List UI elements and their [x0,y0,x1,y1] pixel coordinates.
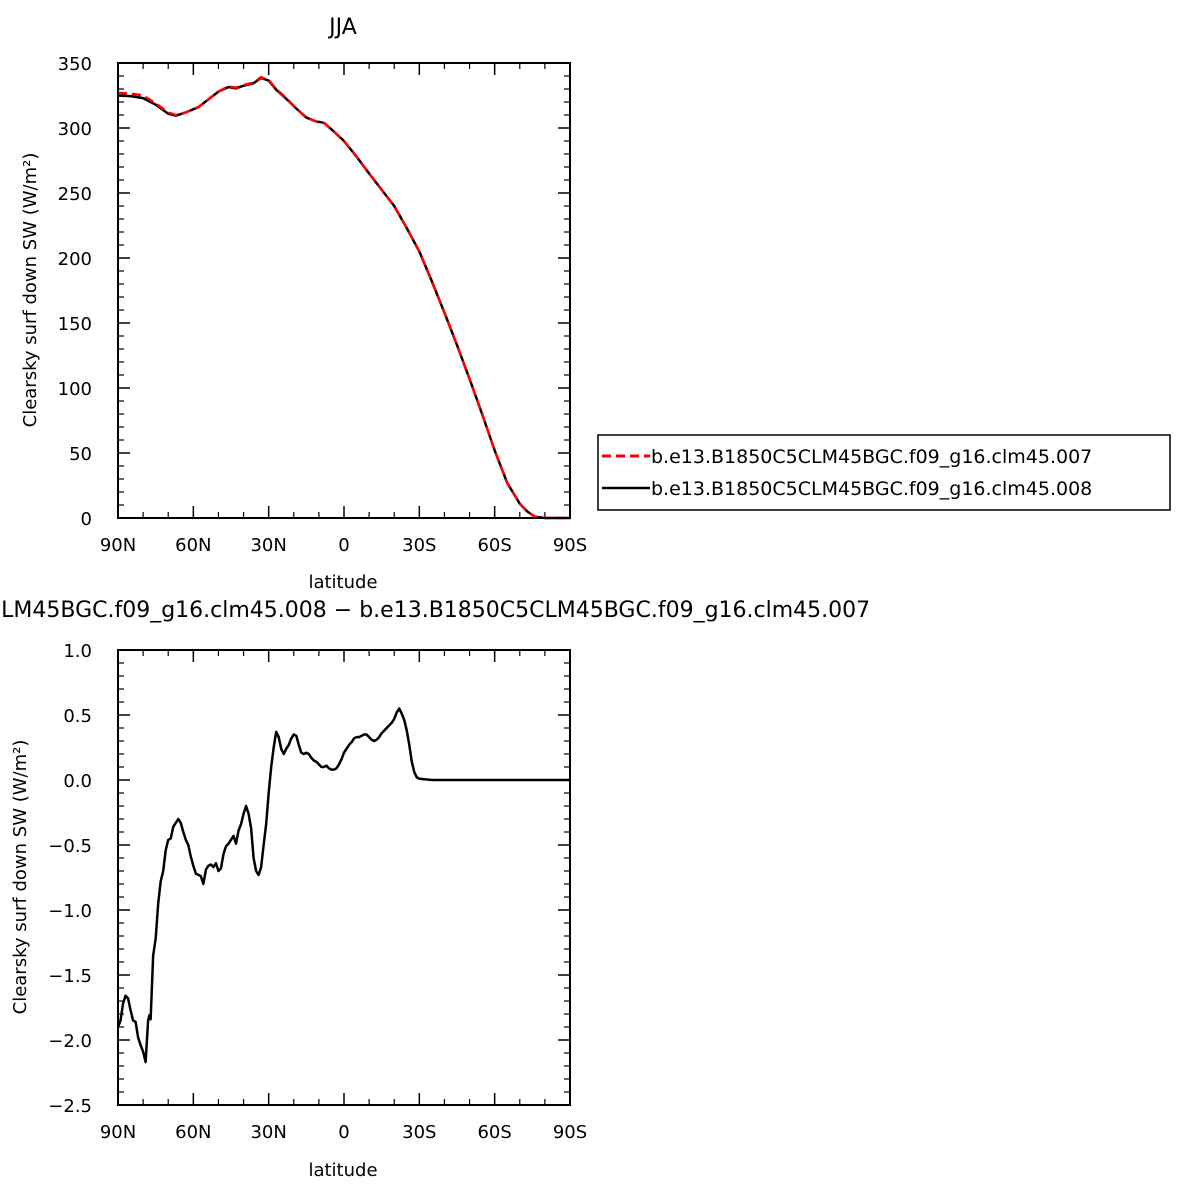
top-x-tick-label: 0 [338,535,349,556]
top-plot-lines [117,76,570,520]
top-x-tick-label: 30S [402,535,436,556]
top-series-line-1 [117,76,570,520]
top-x-tick-label: 60S [477,535,511,556]
legend: b.e13.B1850C5CLM45BGC.f09_g16.clm45.007 … [597,434,1171,511]
bottom-plot-lines [116,707,570,1064]
bottom-series-line-0 [116,707,570,1064]
top-x-tick-label: 60N [175,535,211,556]
top-axes: 90N 60N 30N 0 30S 60S 90S 0 50 100 150 200 250 300 350 [58,54,588,556]
legend-box [597,434,1171,511]
bottom-y-tick-label: −2.5 [48,1096,92,1117]
bottom-x-tick-label: 30N [250,1122,286,1143]
bottom-y-tick-label: −2.0 [48,1031,92,1052]
bottom-x-tick-label: 90S [553,1122,587,1143]
legend-label-008: b.e13.B1850C5CLM45BGC.f09_g16.clm45.008 [651,478,1092,500]
top-x-tick-label: 30N [250,535,286,556]
bottom-chart-title: b.e13.B1850C5CLM45BGC.f09_g16.clm45.008 … [0,598,870,623]
bottom-x-tick-label: 0 [338,1122,349,1143]
top-x-tick-label: 90N [100,535,136,556]
top-chart-title: JJA [327,15,357,40]
top-x-axis-label: latitude [308,572,377,593]
top-y-tick-label: 100 [58,379,92,400]
top-panel: JJA 90N 60N 30N 0 30S 60S 90S 0 50 100 150 200 250 30… [20,15,587,593]
top-y-axis-label: Clearsky surf down SW (W/m²) [20,153,41,428]
top-y-tick-label: 150 [58,314,92,335]
bottom-plot-frame [117,649,571,1106]
top-plot-frame [117,62,571,519]
top-y-tick-label: 250 [58,184,92,205]
top-y-tick-label: 350 [58,54,92,75]
bottom-y-tick-label: 1.0 [63,641,92,662]
bottom-x-axis-label: latitude [308,1160,377,1181]
bottom-y-tick-label: 0.0 [63,771,92,792]
bottom-y-tick-label: −1.5 [48,966,92,987]
bottom-x-tick-label: 90N [100,1122,136,1143]
bottom-x-tick-label: 60S [477,1122,511,1143]
top-y-tick-label: 300 [58,119,92,140]
bottom-x-tick-label: 30S [402,1122,436,1143]
bottom-y-tick-label: −1.0 [48,901,92,922]
top-x-tick-label: 90S [553,535,587,556]
top-y-tick-label: 0 [81,509,92,530]
bottom-x-tick-label: 60N [175,1122,211,1143]
top-y-tick-label: 50 [69,444,92,465]
bottom-y-tick-label: −0.5 [48,836,92,857]
bottom-y-tick-label: 0.5 [63,706,92,727]
bottom-y-axis-label: Clearsky surf down SW (W/m²) [10,740,31,1015]
legend-label-007: b.e13.B1850C5CLM45BGC.f09_g16.clm45.007 [651,446,1092,468]
top-y-tick-label: 200 [58,249,92,270]
bottom-axes: 90N 60N 30N 0 30S 60S 90S −2.5 −2.0 −1.5 −1.0 −0.5 0… [48,641,587,1143]
top-series-line-0 [117,76,570,520]
bottom-panel: b.e13.B1850C5CLM45BGC.f09_g16.clm45.008 … [0,598,870,1181]
